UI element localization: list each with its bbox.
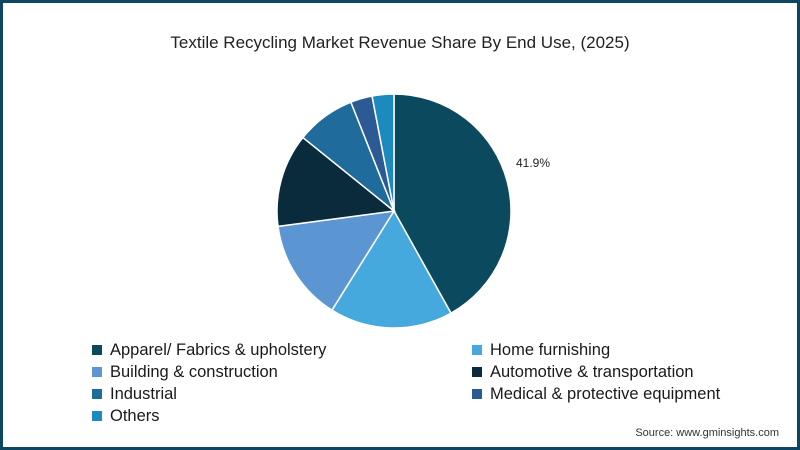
legend: Apparel/ Fabrics & upholstery Home furni… xyxy=(92,339,772,427)
chart-title: Textile Recycling Market Revenue Share B… xyxy=(170,33,630,52)
legend-swatch-icon xyxy=(92,411,102,421)
legend-item-home-furnishing: Home furnishing xyxy=(472,339,772,361)
pie-chart xyxy=(276,93,512,329)
pie-slices xyxy=(276,93,512,329)
legend-label: Home furnishing xyxy=(490,340,611,359)
legend-swatch-icon xyxy=(472,367,482,377)
legend-item-medical: Medical & protective equipment xyxy=(472,383,772,405)
legend-item-others: Others xyxy=(92,405,472,427)
legend-item-automotive: Automotive & transportation xyxy=(472,361,772,383)
legend-swatch-icon xyxy=(472,345,482,355)
pie-slice xyxy=(371,93,395,212)
pie-slice xyxy=(393,93,512,315)
legend-item-apparel: Apparel/ Fabrics & upholstery xyxy=(92,339,472,361)
legend-swatch-icon xyxy=(92,345,102,355)
legend-swatch-icon xyxy=(92,389,102,399)
source-note: Source: www.gminsights.com xyxy=(635,427,779,439)
data-label-apparel: 41.9% xyxy=(516,156,551,170)
legend-swatch-icon xyxy=(472,389,482,399)
legend-swatch-icon xyxy=(92,367,102,377)
legend-label: Others xyxy=(110,406,160,425)
legend-label: Building & construction xyxy=(110,362,278,381)
legend-label: Industrial xyxy=(110,384,177,403)
legend-label: Automotive & transportation xyxy=(490,362,694,381)
legend-item-industrial: Industrial xyxy=(92,383,472,405)
legend-item-building: Building & construction xyxy=(92,361,472,383)
pie-slice xyxy=(276,136,396,228)
legend-label: Medical & protective equipment xyxy=(490,384,721,403)
pie-slice xyxy=(330,209,453,329)
legend-label: Apparel/ Fabrics & upholstery xyxy=(110,340,327,359)
pie-slice xyxy=(277,210,396,312)
